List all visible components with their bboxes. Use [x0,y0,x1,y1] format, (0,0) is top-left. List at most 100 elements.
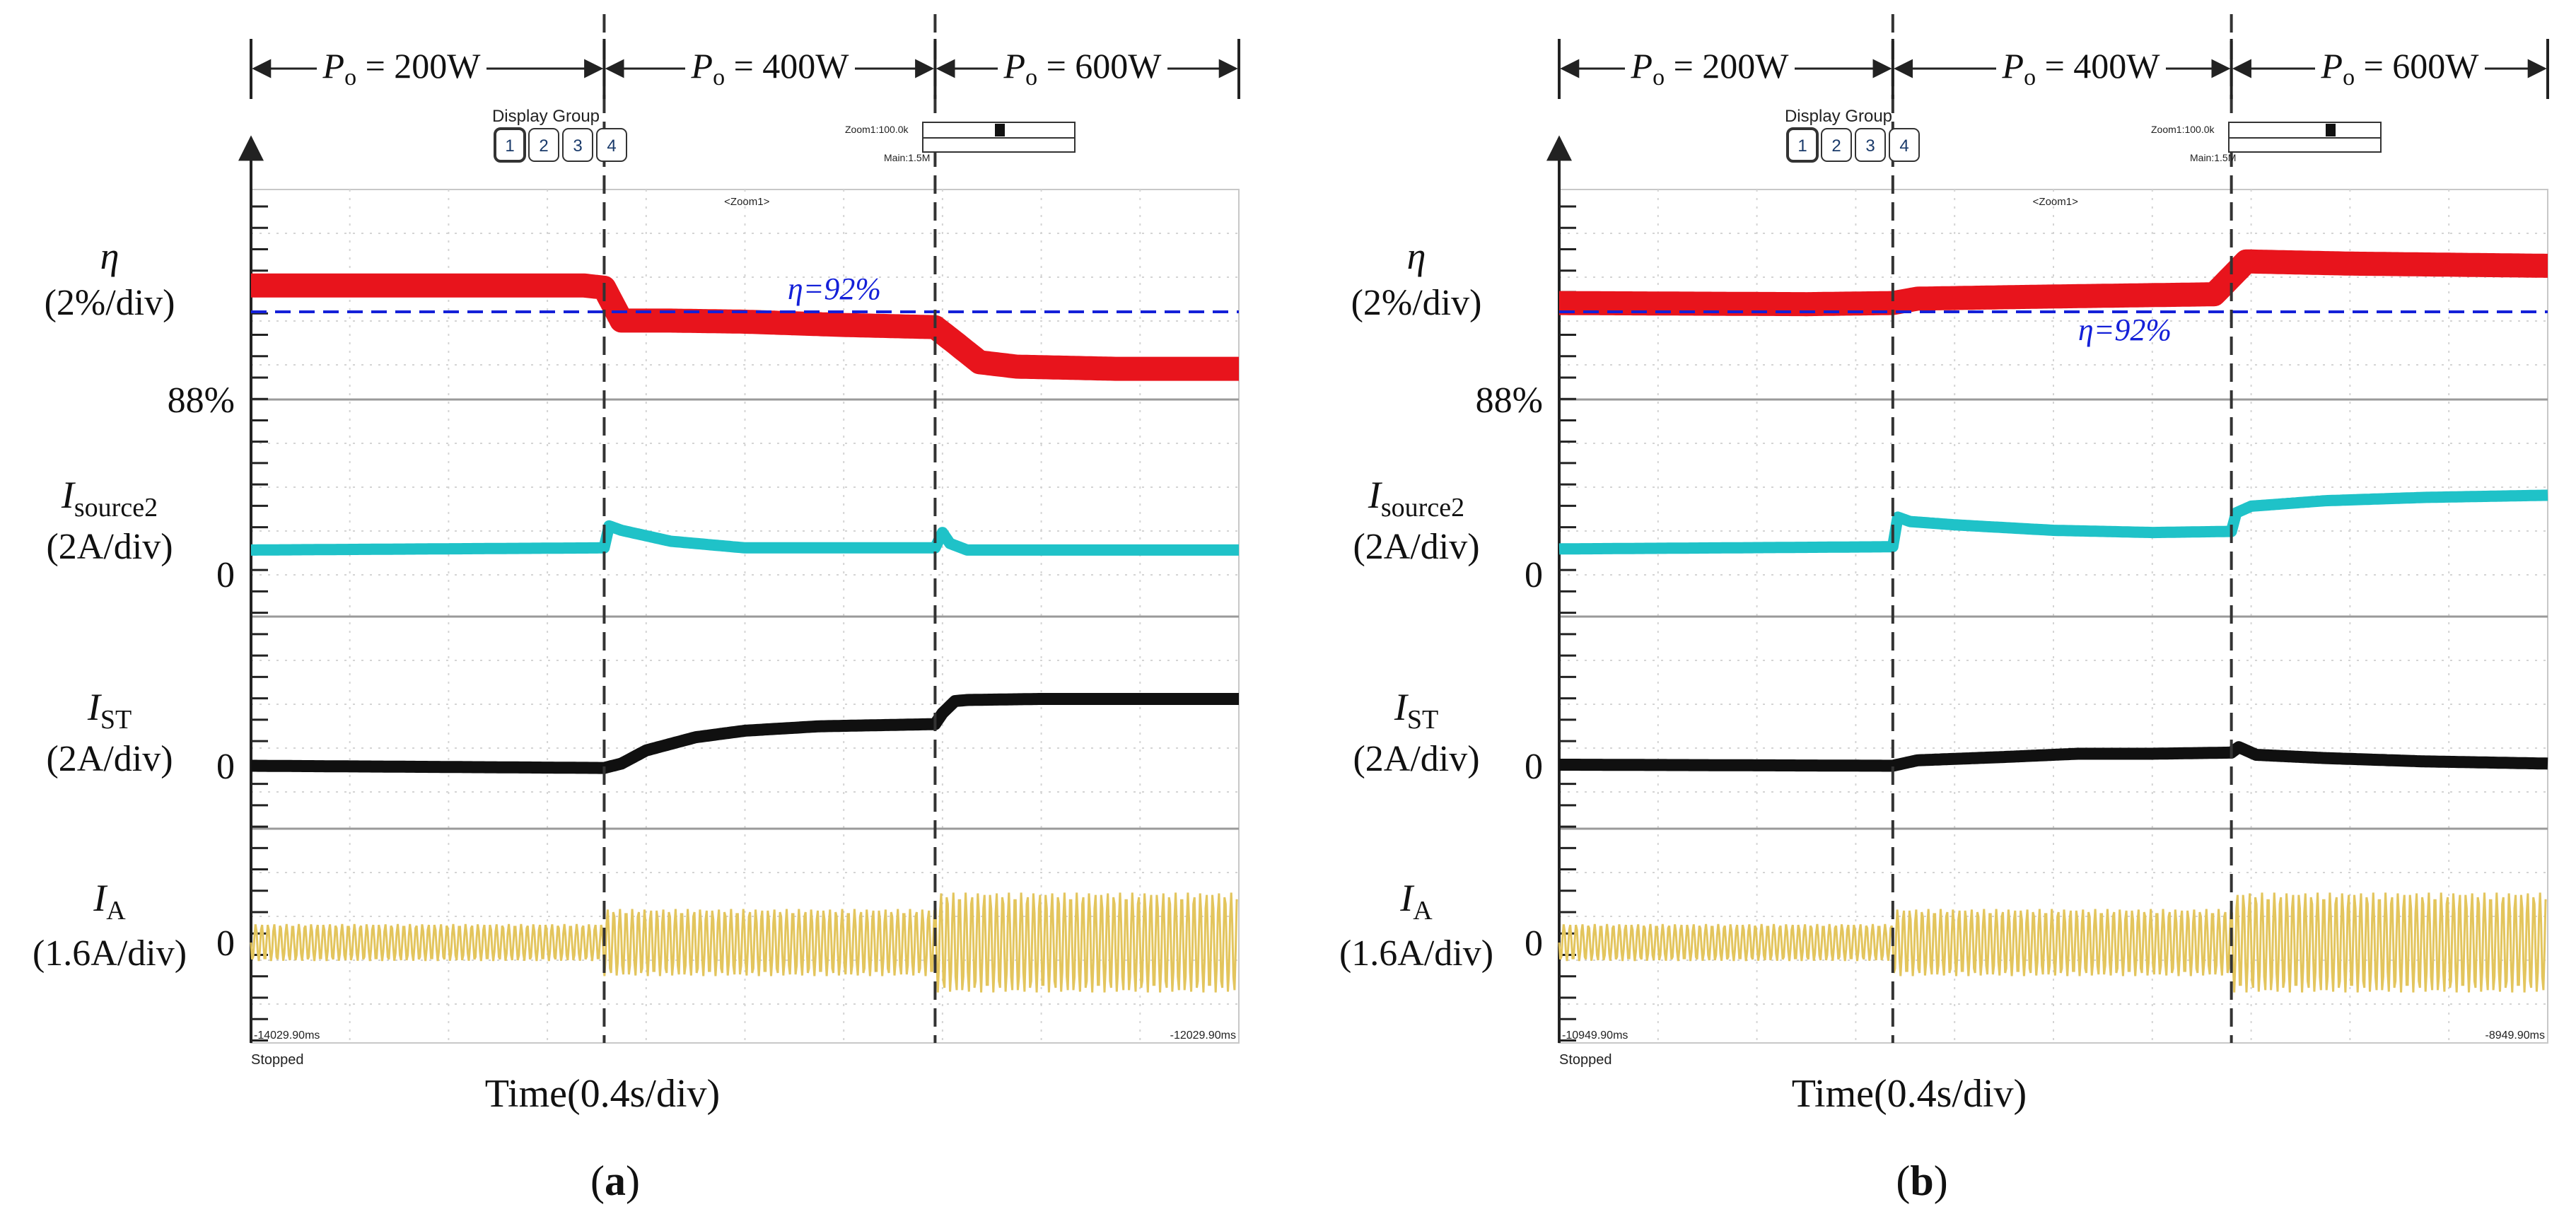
channel-zero-label: 0 [1525,555,1543,595]
zoom-label: <Zoom1> [724,196,769,208]
eta-reference-label: η=92% [2078,313,2172,347]
channel-symbol: η [100,235,120,277]
ist-trace [247,693,1242,774]
channel-symbol-main: I [93,877,108,919]
channel-scale: (1.6A/div) [1339,933,1493,974]
isource2-trace [247,520,1242,556]
display-group-button-label: 1 [1797,136,1807,156]
zoom-box-bar2 [2228,137,2382,153]
display-group-title: Display Group [1785,107,1892,126]
x-axis-label: Time(0.4s/div) [485,1072,720,1116]
power-symbol: P [322,46,345,86]
power-level-label: Po = 200W [1631,46,1790,91]
power-level-label: Po = 600W [1003,46,1162,91]
channel-symbol: IA [93,877,126,926]
display-group-button-label: 1 [505,136,514,156]
channel-symbol-main: I [1399,877,1415,919]
power-level-label: Po = 400W [2002,46,2161,91]
power-symbol: P [691,46,713,86]
display-group-button [562,128,593,162]
channel-symbol-subscript: ST [1407,705,1438,735]
display-group-button [528,128,559,162]
channel-symbol: Isource2 [1368,474,1464,523]
display-group-button [1889,128,1920,162]
zoom-box-line2: Main:1.5M [884,152,930,163]
display-group-title: Display Group [492,107,600,126]
power-subscript: o [1653,64,1665,91]
power-level-label: Po = 200W [322,46,482,91]
power-symbol: P [2321,46,2343,86]
panel-caption: (a) [590,1157,640,1204]
channel-symbol-main: I [61,474,76,516]
display-group-button-label: 4 [1899,136,1908,156]
channel-scale: (2A/div) [1353,739,1479,779]
channel-scale: (2A/div) [1353,527,1479,567]
display-group-button [596,128,627,162]
channel-symbol-subscript: A [106,896,126,926]
channel-zero-label: 88% [168,380,235,421]
display-group-button-label: 2 [1831,136,1841,156]
display-group-button-label: 4 [607,136,616,156]
power-value: = 200W [356,46,481,86]
power-level-label: Po = 600W [2321,46,2480,91]
power-symbol: P [1631,46,1653,86]
channel-symbol-subscript: source2 [1381,493,1464,523]
channel-symbol: IST [1394,686,1438,735]
zoom-box-bar2 [922,137,1076,153]
x-axis-label: Time(0.4s/div) [1792,1072,2027,1116]
power-value: = 600W [1037,46,1162,86]
channel-zero-label: 88% [1476,380,1543,421]
power-value: = 400W [2036,46,2160,86]
channel-scale: (2A/div) [46,527,173,567]
zoom-box-line2: Main:1.5M [2190,152,2236,163]
display-group-button [494,127,526,163]
eta-trace [1549,249,2558,317]
eta-reference-text: η=92% [788,272,881,306]
power-value: = 200W [1665,46,1789,86]
panel-b: <Zoom1>η=92%Po = 200W Po = 400W Po = 600WD… [1339,14,2558,1204]
channel-symbol: IST [87,686,132,735]
display-group-button-label: 2 [539,136,548,156]
channel-symbol: Isource2 [61,474,158,523]
time-start-label: -10949.90ms [1562,1030,1628,1042]
zoom-box-line1: Zoom1:100.0k [2151,124,2215,135]
channel-symbol-subscript: source2 [74,493,158,523]
time-end-label: -8949.90ms [2485,1030,2546,1042]
time-start-label: -14029.90ms [254,1030,320,1042]
zoom-label: <Zoom1> [2033,196,2078,208]
zoom-box-bar [2228,122,2382,139]
isource2-trace [1556,489,2551,555]
channel-symbol-main: I [87,686,103,728]
display-group-button-label: 3 [573,136,582,156]
display-group: Display Group 1 2 3 4 [1785,107,1920,163]
eta-reference-text: η=92% [2078,313,2172,347]
channel-zero-label: 0 [1525,923,1543,964]
power-symbol: P [2002,46,2024,86]
status-label: Stopped [1559,1052,1612,1068]
channel-scale: (2A/div) [46,739,173,779]
panel-a: <Zoom1>η=92%Po = 200W Po = 400W Po = 600WD… [33,14,1249,1204]
ia-trace [250,892,1238,993]
channel-scale: (2%/div) [45,283,175,323]
caption-letter: a [605,1157,626,1204]
channel-zero-label: 0 [216,747,235,787]
channel-scale: (2%/div) [1351,283,1482,323]
channel-symbol-main: I [1368,474,1383,516]
caption-letter: b [1910,1157,1933,1204]
channel-symbol-subscript: A [1413,896,1433,926]
display-group: Display Group 1 2 3 4 [492,107,627,163]
channel-symbol-subscript: ST [100,705,132,735]
eta-trace [241,273,1249,381]
power-subscript: o [2343,64,2355,91]
power-value: = 600W [2355,46,2479,86]
channel-zero-label: 0 [1525,747,1543,787]
time-end-label: -12029.90ms [1170,1030,1236,1042]
channel-symbol-main: I [1394,686,1409,728]
display-group-button [1786,127,1819,163]
channel-symbol: η [1407,235,1426,277]
display-group-button-label: 3 [1865,136,1875,156]
display-group-button [1855,128,1886,162]
channel-symbol-main: η [100,235,120,277]
zoom-box: Zoom1:100.0k Main:1.5M [845,122,1076,163]
